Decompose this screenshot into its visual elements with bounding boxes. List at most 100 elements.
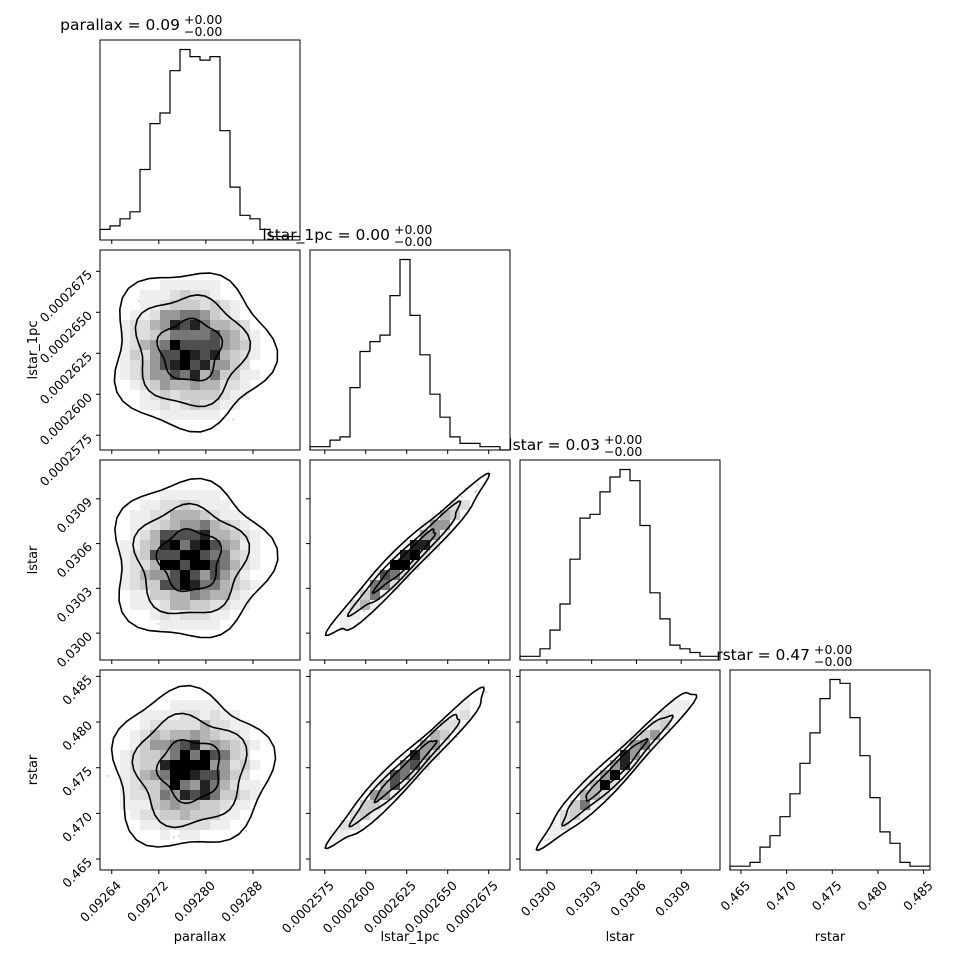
density-cell	[170, 610, 180, 620]
density-cell	[120, 360, 130, 370]
density-cell	[120, 580, 130, 590]
density-cell	[180, 790, 190, 800]
density-cell	[180, 560, 190, 570]
density-cell	[170, 370, 180, 380]
density-cell	[140, 340, 150, 350]
density-cell	[200, 360, 210, 370]
density-cell	[140, 800, 150, 810]
density-cell	[220, 790, 230, 800]
density-cell	[240, 550, 250, 560]
density-cell	[240, 540, 250, 550]
density-cell	[400, 770, 410, 780]
density-cell	[200, 750, 210, 760]
density-cell	[170, 750, 180, 760]
density-cell	[200, 820, 210, 830]
density-cell	[130, 340, 140, 350]
density-cell	[220, 530, 230, 540]
density-cell	[430, 750, 440, 760]
density-cell	[140, 560, 150, 570]
density-cell	[170, 820, 180, 830]
density-cell	[200, 810, 210, 820]
density-cell	[440, 510, 450, 520]
density-cell	[140, 400, 150, 410]
density-cell	[440, 740, 450, 750]
density-cell	[220, 730, 230, 740]
density-cell	[230, 570, 240, 580]
density-cell	[180, 280, 190, 290]
density-cell	[120, 370, 130, 380]
sample-point	[137, 300, 140, 302]
density-cell	[220, 340, 230, 350]
density-cell	[170, 360, 180, 370]
density-cell	[170, 500, 180, 510]
density-cell	[200, 620, 210, 630]
density-cell	[370, 570, 380, 580]
density-cell	[220, 330, 230, 340]
density-cell	[150, 740, 160, 750]
density-cell	[240, 360, 250, 370]
density-cell	[190, 310, 200, 320]
density-cell	[200, 590, 210, 600]
density-cell	[230, 740, 240, 750]
density-cell	[170, 330, 180, 340]
density-cell	[130, 520, 140, 530]
density-cell	[420, 760, 430, 770]
density-cell	[250, 760, 260, 770]
density-cell	[130, 540, 140, 550]
density-cell	[160, 320, 170, 330]
density-cell	[200, 770, 210, 780]
density-cell	[140, 360, 150, 370]
density-cell	[140, 290, 150, 300]
density-cell	[240, 800, 250, 810]
density-cell	[230, 400, 240, 410]
density-cell	[440, 530, 450, 540]
density-cell	[200, 550, 210, 560]
title-plus: +0.00	[604, 432, 642, 447]
density-cell	[400, 540, 410, 550]
density-cell	[120, 760, 130, 770]
sample-point	[485, 690, 487, 693]
density-cell	[190, 830, 200, 840]
density-cell	[210, 280, 220, 290]
density-cell	[160, 570, 170, 580]
density-cell	[170, 410, 180, 420]
density-cell	[150, 540, 160, 550]
density-cell	[560, 810, 570, 820]
density-cell	[150, 360, 160, 370]
density-cell	[230, 720, 240, 730]
density-cell	[150, 710, 160, 720]
density-cell	[170, 280, 180, 290]
density-cell	[250, 370, 260, 380]
density-cell	[190, 490, 200, 500]
density-cell	[210, 720, 220, 730]
sample-point	[107, 774, 110, 777]
density-cell	[170, 290, 180, 300]
density-cell	[190, 380, 200, 390]
density-cell	[230, 800, 240, 810]
density-cell	[170, 790, 180, 800]
density-cell	[230, 560, 240, 570]
density-cell	[210, 320, 220, 330]
density-cell	[160, 380, 170, 390]
density-cell	[160, 760, 170, 770]
density-cell	[190, 750, 200, 760]
density-cell	[200, 600, 210, 610]
density-cell	[660, 710, 670, 720]
density-cell	[160, 600, 170, 610]
contour-line	[373, 739, 438, 804]
density-cell	[190, 790, 200, 800]
density-cell	[210, 390, 220, 400]
density-cell	[240, 720, 250, 730]
density-cell	[250, 340, 260, 350]
density-cell	[580, 790, 590, 800]
density-cell	[360, 810, 370, 820]
density-cell	[240, 570, 250, 580]
density-cell	[220, 590, 230, 600]
density-cell	[440, 520, 450, 530]
density-cell	[230, 550, 240, 560]
density-cell	[230, 580, 240, 590]
density-cell	[140, 310, 150, 320]
density-cell	[140, 820, 150, 830]
density-cell	[240, 560, 250, 570]
